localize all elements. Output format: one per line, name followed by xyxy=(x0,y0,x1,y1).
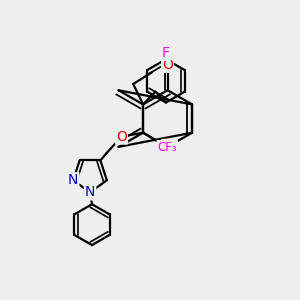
Text: O: O xyxy=(116,130,127,144)
Text: O: O xyxy=(162,58,173,72)
Text: N: N xyxy=(85,185,95,200)
Text: O: O xyxy=(162,140,173,154)
Text: N: N xyxy=(68,173,78,187)
Text: CF₃: CF₃ xyxy=(158,141,177,154)
Text: F: F xyxy=(162,46,170,60)
